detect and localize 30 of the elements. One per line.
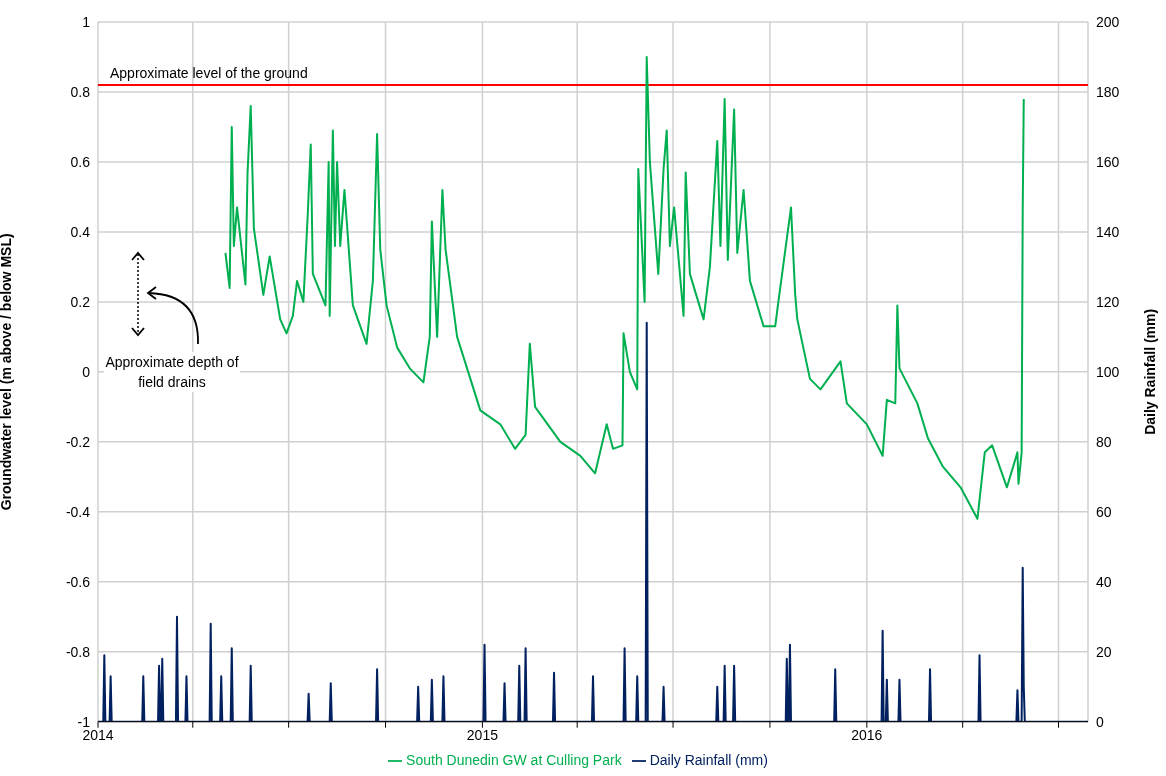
ref-line-label: Approximate level of the ground <box>110 64 308 81</box>
y2-tick-label: 60 <box>1096 503 1112 520</box>
legend-label: Daily Rainfall (mm) <box>649 751 768 768</box>
y2-tick-label: 160 <box>1096 153 1120 170</box>
annotation: Approximate depth of field drains <box>104 352 240 392</box>
y2-tick-label: 100 <box>1096 363 1120 380</box>
y-axis-title: Groundwater level (m above / below MSL) <box>0 233 14 511</box>
x-tick-label: 2015 <box>466 726 499 743</box>
y-tick-label: 0 <box>82 363 91 380</box>
y-tick-label: -0.6 <box>65 573 91 590</box>
y2-tick-label: 20 <box>1096 643 1112 660</box>
y-tick-label: 0.6 <box>70 153 91 170</box>
y-tick-label: -0.4 <box>65 503 91 520</box>
y-tick-label: -0.2 <box>65 433 91 450</box>
x-tick-label: 2016 <box>851 726 883 743</box>
y2-tick-label: 0 <box>1096 713 1104 730</box>
y2-tick-label: 180 <box>1096 83 1120 100</box>
y2-tick-label: 80 <box>1096 433 1112 450</box>
y2-tick-label: 200 <box>1096 13 1120 30</box>
y2-tick-label: 140 <box>1096 223 1120 240</box>
y-tick-label: 0.2 <box>70 293 91 310</box>
y-tick-label: 0.8 <box>70 83 91 100</box>
y-tick-label: -0.8 <box>65 643 91 660</box>
line-series <box>224 55 1025 520</box>
y2-tick-label: 40 <box>1096 573 1112 590</box>
y2-axis-title: Daily Rainfall (mm) <box>1141 308 1158 435</box>
legend-label: South Dunedin GW at Culling Park <box>406 751 622 768</box>
y-tick-label: 0.4 <box>70 223 91 240</box>
y2-tick-label: 120 <box>1096 293 1120 310</box>
y-tick-label: 1 <box>82 13 91 30</box>
